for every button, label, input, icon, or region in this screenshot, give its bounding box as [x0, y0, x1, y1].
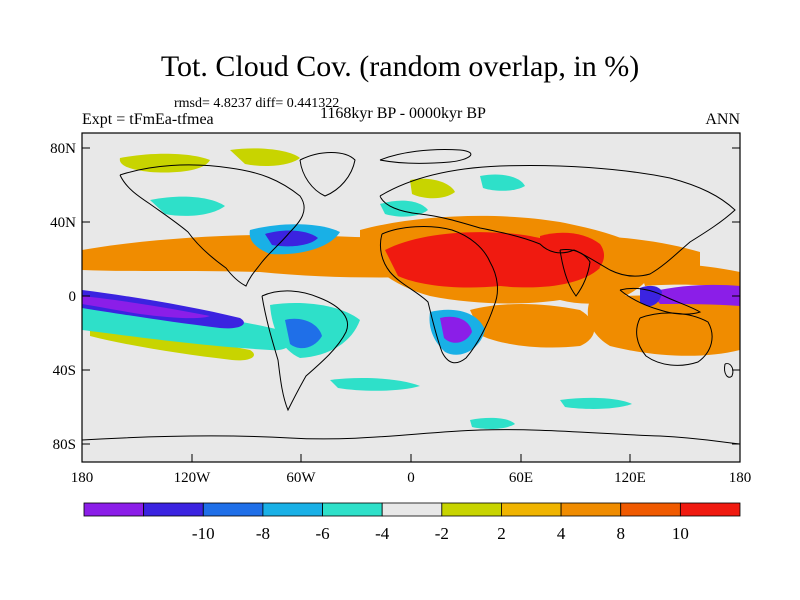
- africa-coast: [379, 226, 498, 364]
- west-pacific-warmpool-violet: [650, 284, 740, 306]
- north-atlantic-blue: [265, 230, 318, 247]
- colorbar-swatch: [143, 502, 204, 517]
- colorbar-swatch: [679, 502, 741, 517]
- colorbar-label: -8: [256, 524, 270, 543]
- colorbar-swatch: [620, 502, 681, 517]
- arabia-red: [540, 232, 605, 277]
- europe-cyan: [380, 200, 428, 217]
- longitude-axis: [81, 454, 741, 462]
- plot-title: Tot. Cloud Cov. (random overlap, in %): [160, 50, 640, 83]
- colorbar-labels: -10 -8 -6 -4 -2 2 4 8 10: [192, 524, 689, 543]
- west-pacific-orange: [640, 264, 740, 288]
- lon-tick-60w: 60W: [286, 470, 316, 486]
- lat-tick-0: 0: [69, 289, 77, 305]
- arctic-yellow-2: [230, 148, 300, 166]
- coastlines: [82, 149, 740, 445]
- lat-tick-40n: 40N: [50, 215, 76, 231]
- colorbar-swatch: [441, 502, 502, 517]
- experiment-label: Expt = tFmEa-tfmea: [82, 111, 214, 128]
- negative-anomaly-regions: [82, 174, 740, 429]
- eurasia-coast: [379, 165, 736, 277]
- lon-tick-120w: 120W: [174, 470, 212, 486]
- colorbar-swatch: [262, 502, 323, 517]
- south-america-coast: [261, 290, 348, 412]
- lon-tick-120e: 120E: [614, 470, 646, 486]
- europe-yellow: [410, 178, 455, 199]
- south-pacific-orange: [587, 295, 740, 356]
- colorbar-label: 2: [497, 524, 506, 543]
- greenland-coast: [299, 152, 356, 197]
- tropical-pacific-violet: [82, 296, 210, 319]
- antarctica-coast: [82, 429, 740, 445]
- season-label: ANN: [705, 111, 740, 128]
- new-zealand-coast: [724, 363, 734, 378]
- arctic-cyan: [480, 174, 525, 191]
- colorbar-swatch: [322, 502, 383, 517]
- antarctic-cyan: [470, 417, 515, 429]
- colorbar-label: 10: [672, 524, 689, 543]
- arctic-islands-coast: [379, 149, 472, 164]
- lat-tick-80n: 80N: [50, 141, 76, 157]
- colorbar-swatch: [560, 502, 622, 517]
- colorbar-swatch: [501, 502, 562, 517]
- north-pacific-cyan: [150, 196, 225, 216]
- colorbar: [83, 502, 741, 517]
- colorbar-label: -2: [435, 524, 449, 543]
- west-pacific-warmpool-blue: [640, 285, 662, 307]
- colorbar-label: -4: [375, 524, 390, 543]
- colorbar-swatch: [202, 502, 264, 517]
- period-label: 1168kyr BP - 0000kyr BP: [320, 105, 486, 122]
- indian-subcontinent-coast: [559, 249, 591, 297]
- lon-tick-180w: 180: [71, 470, 94, 486]
- rmsd-diff-stats: rmsd= 4.8237 diff= 0.441322: [174, 96, 340, 111]
- colorbar-swatch: [83, 502, 145, 517]
- indian-ocean-orange: [470, 304, 595, 348]
- south-africa-violet: [440, 316, 472, 343]
- southern-ocean-cyan-1: [330, 378, 420, 391]
- south-america-blue: [285, 318, 322, 349]
- lat-tick-80s: 80S: [53, 437, 76, 453]
- lon-tick-60e: 60E: [509, 470, 533, 486]
- latitude-axis: [82, 147, 740, 445]
- colorbar-label: -10: [192, 524, 215, 543]
- colorbar-label: 8: [616, 524, 625, 543]
- colorbar-label: -6: [315, 524, 329, 543]
- lat-tick-40s: 40S: [53, 363, 76, 379]
- australia-coast: [636, 312, 713, 366]
- lon-tick-180e: 180: [729, 470, 752, 486]
- colorbar-swatch: [381, 502, 443, 517]
- arctic-yellow-1: [119, 153, 210, 173]
- southern-ocean-cyan-2: [560, 397, 632, 409]
- lon-tick-0: 0: [407, 470, 415, 486]
- north-america-coast: [119, 164, 305, 287]
- colorbar-label: 4: [557, 524, 566, 543]
- maritime-continent-coast: [619, 287, 702, 315]
